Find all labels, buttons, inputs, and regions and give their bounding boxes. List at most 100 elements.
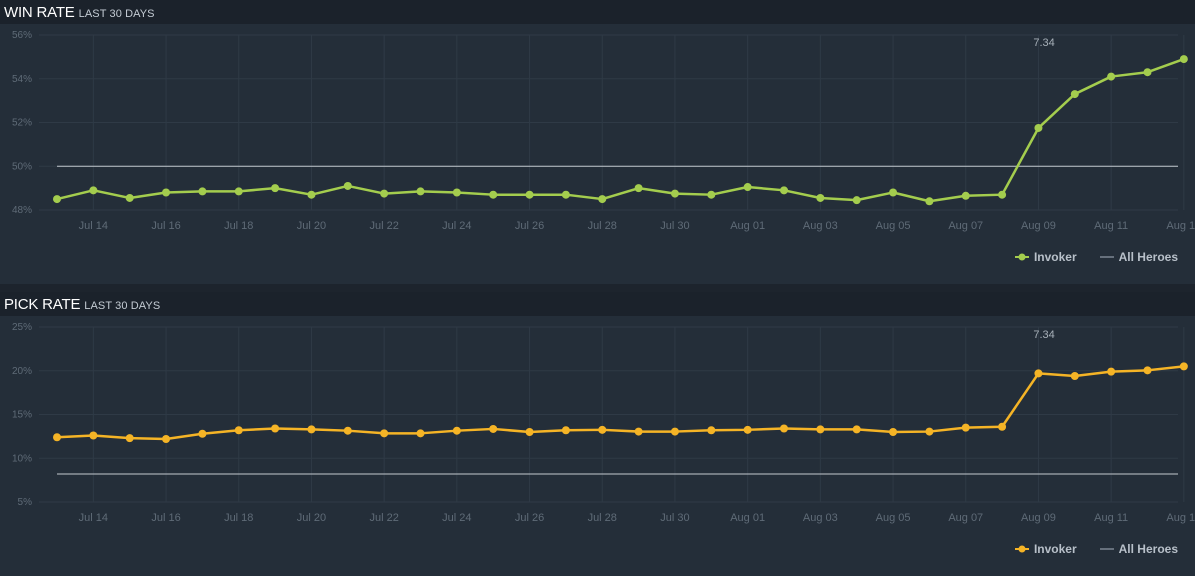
data-point: [162, 435, 171, 443]
data-point: [89, 431, 98, 440]
data-point: [889, 428, 898, 436]
legend-item-all-heroes[interactable]: All Heroes: [1099, 542, 1178, 556]
data-point: [234, 187, 243, 196]
data-point: [452, 426, 461, 435]
x-tick-label: Jul 18: [224, 220, 253, 232]
x-tick-label: Jul 22: [369, 220, 398, 232]
data-point: [416, 429, 425, 438]
legend-label-invoker: Invoker: [1033, 542, 1077, 556]
data-point: [670, 189, 679, 198]
data-point: [1107, 72, 1116, 81]
data-point: [780, 424, 788, 433]
data-point: [343, 181, 352, 190]
data-point: [125, 193, 134, 202]
y-tick-label: 54%: [12, 74, 32, 85]
data-point: [707, 426, 716, 435]
data-point: [198, 187, 207, 196]
data-point: [489, 190, 498, 199]
data-point: [234, 426, 243, 435]
data-point: [998, 190, 1007, 199]
x-tick-label: Aug 13: [1166, 220, 1195, 232]
data-point: [1107, 367, 1116, 376]
data-point: [53, 195, 61, 204]
data-point: [1179, 362, 1188, 371]
y-tick-label: 50%: [12, 161, 32, 172]
data-point: [961, 423, 970, 432]
data-point: [743, 183, 752, 192]
x-tick-label: Aug 01: [730, 512, 765, 524]
x-tick-label: Aug 13: [1166, 512, 1195, 524]
data-point: [53, 433, 61, 442]
y-tick-label: 56%: [12, 30, 32, 41]
x-tick-label: Jul 20: [297, 220, 326, 232]
data-point: [380, 189, 389, 198]
legend-item-invoker[interactable]: Invoker: [1014, 542, 1077, 556]
all-heroes-swatch-icon: [1099, 548, 1114, 550]
data-point: [162, 188, 171, 197]
pick-rate-title: PICK RATE: [4, 296, 81, 313]
x-tick-label: Aug 01: [730, 220, 765, 232]
panel-gap: [0, 284, 1195, 292]
data-point: [634, 427, 643, 436]
data-point: [925, 197, 934, 206]
x-tick-label: Aug 03: [803, 512, 838, 524]
data-point: [816, 193, 825, 202]
data-point: [780, 186, 788, 195]
x-tick-label: Jul 16: [151, 220, 180, 232]
legend-label-all-heroes: All Heroes: [1118, 542, 1178, 556]
data-point: [1143, 68, 1152, 77]
x-tick-label: Aug 09: [1021, 512, 1056, 524]
pick-rate-chart-area: 5% 10% 15% 20% 25% Jul 14 Jul 16 Jul 18 Jul 20 Ju…: [0, 316, 1195, 576]
data-point: [198, 429, 207, 438]
y-tick-label: 48%: [12, 205, 32, 216]
x-tick-label: Jul 28: [588, 512, 617, 524]
x-tick-label: Aug 09: [1021, 220, 1056, 232]
legend-item-invoker[interactable]: Invoker: [1014, 250, 1077, 264]
pick-rate-legend: Invoker All Heroes: [992, 542, 1178, 556]
x-tick-label: Jul 26: [515, 220, 544, 232]
x-tick-label: Jul 28: [588, 220, 617, 232]
x-tick-label: Aug 05: [876, 220, 911, 232]
x-tick-label: Aug 05: [876, 512, 911, 524]
x-tick-label: Aug 07: [948, 512, 983, 524]
data-point: [343, 426, 352, 435]
x-tick-label: Aug 03: [803, 220, 838, 232]
pick-rate-header: PICK RATE LAST 30 DAYS: [0, 292, 1195, 316]
win-rate-title: WIN RATE: [4, 4, 75, 21]
patch-annotation-label: 7.34: [1033, 37, 1054, 49]
x-tick-label: Jul 24: [442, 512, 471, 524]
data-point: [598, 195, 607, 204]
data-point: [452, 188, 461, 197]
data-point: [889, 188, 898, 197]
x-tick-label: Jul 16: [151, 512, 180, 524]
data-point: [1034, 369, 1043, 378]
x-tick-label: Jul 30: [660, 220, 689, 232]
x-tick-label: Jul 22: [369, 512, 398, 524]
win-rate-chart-area: 48% 50% 52% 54% 56% Jul 14 Jul 16 Jul 18 Jul 20 J…: [0, 24, 1195, 284]
data-point: [561, 190, 570, 199]
win-rate-panel: WIN RATE LAST 30 DAYS 48% 50% 52% 54% 56% Jul…: [0, 0, 1195, 284]
data-point: [598, 425, 607, 434]
data-point: [271, 184, 280, 193]
invoker-series-line: [56, 57, 1185, 203]
all-heroes-swatch-icon: [1099, 256, 1114, 258]
x-tick-label: Aug 07: [948, 220, 983, 232]
data-point: [89, 186, 98, 195]
data-point: [852, 196, 861, 205]
pick-rate-panel: PICK RATE LAST 30 DAYS 5% 10% 15% 20% 25% Jul…: [0, 292, 1195, 576]
data-point: [1179, 55, 1188, 64]
y-tick-label: 15%: [12, 410, 32, 421]
y-tick-label: 10%: [12, 453, 32, 464]
y-tick-label: 52%: [12, 118, 32, 129]
x-tick-label: Jul 24: [442, 220, 471, 232]
data-point: [852, 425, 861, 434]
data-point: [1070, 372, 1079, 380]
win-rate-legend: Invoker All Heroes: [992, 250, 1178, 264]
x-tick-label: Jul 14: [79, 512, 108, 524]
data-point: [307, 425, 316, 434]
win-rate-chart: 48% 50% 52% 54% 56% Jul 14 Jul 16 Jul 18 Jul 20 J…: [12, 30, 1195, 232]
legend-item-all-heroes[interactable]: All Heroes: [1099, 250, 1178, 264]
y-tick-label: 20%: [12, 366, 32, 377]
data-point: [816, 425, 825, 434]
data-point: [525, 190, 534, 199]
